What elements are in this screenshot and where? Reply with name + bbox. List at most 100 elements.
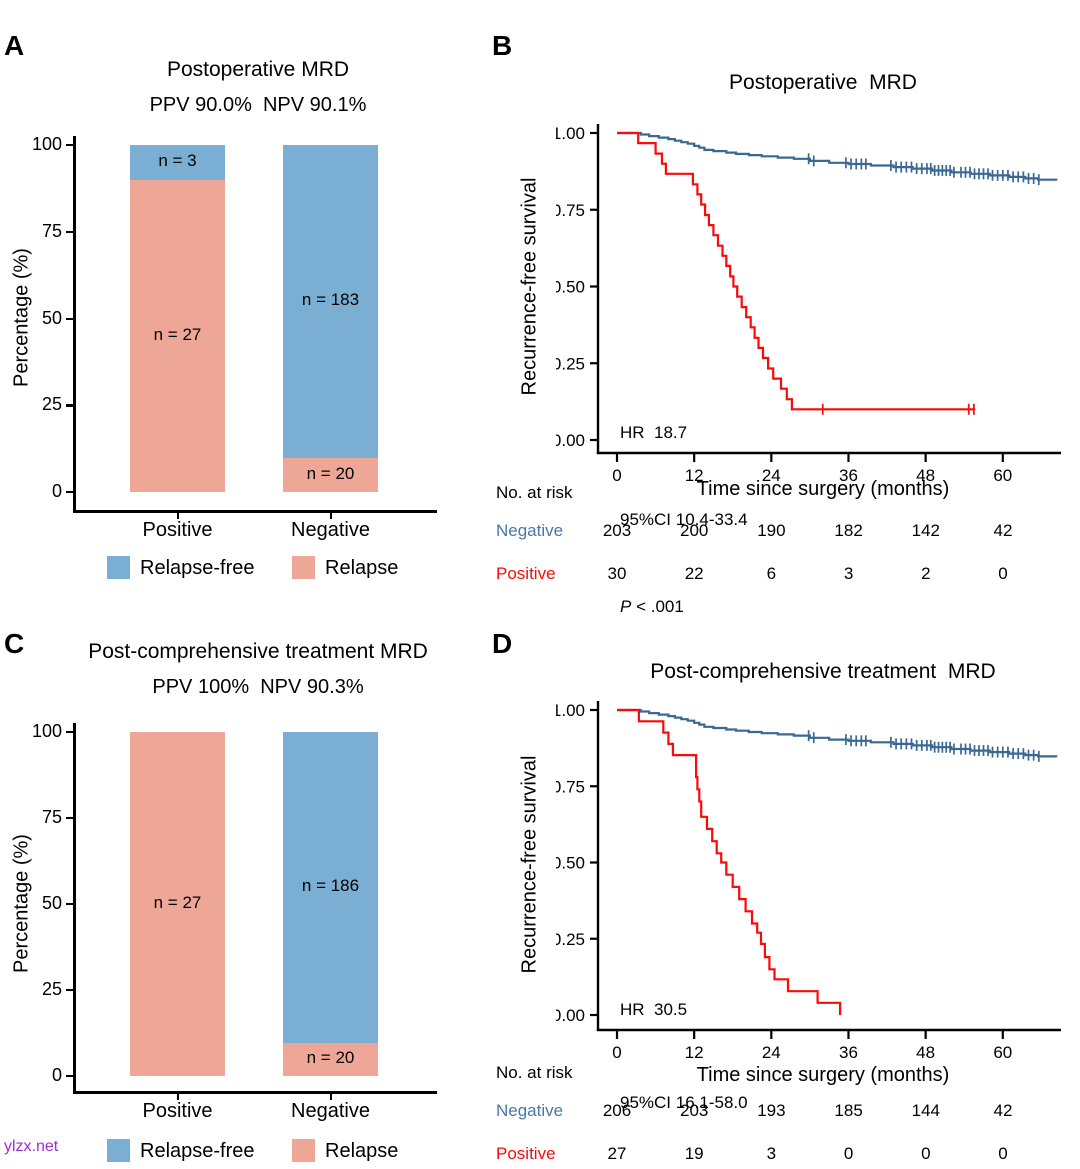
panel-a-y-axis-line	[73, 136, 76, 513]
panel-d-annotation: HR 30.5 95%CI 16.1-58.0 P < .001	[620, 932, 748, 1169]
panel-a-bar-negative-n-label-relapse: n = 20	[306, 463, 355, 483]
panel-d-risk-value-positive-t36: 0	[843, 1144, 854, 1163]
panel-d-x-tick-label-0: 0	[612, 1043, 621, 1062]
panel-a-y-tick-label-25: 25	[41, 394, 62, 415]
panel-d-ci-text: 95%CI 16.1-58.0	[620, 1093, 748, 1112]
panel-d-x-tick-label-48: 48	[916, 1043, 935, 1062]
panel-d-x-tick-label-36: 36	[839, 1043, 858, 1062]
panel-a-bar-positive-seg-relapse	[130, 179, 225, 492]
panel-b-risk-value-positive-t0: 30	[607, 564, 627, 583]
panel-a-y-tick-label-50: 50	[41, 307, 62, 328]
panel-c-legend-swatch-relapse-free	[107, 1139, 130, 1162]
panel-c-y-tick-mark-100	[66, 731, 74, 734]
panel-d-risk-row-label-negative: Negative	[496, 1101, 564, 1120]
panel-d-y-tick-label-0.50: 0.50	[556, 854, 585, 873]
panel-b-x-tick-label-48: 48	[916, 466, 935, 485]
panel-a-category-label-negative: Negative	[291, 519, 370, 541]
panel-c-bar-negative-seg-relapse-free	[283, 732, 378, 1043]
panel-c-category-label-negative: Negative	[291, 1100, 370, 1122]
panel-c-y-tick-label-75: 75	[41, 807, 62, 827]
panel-a-legend-swatch-relapse	[292, 556, 315, 579]
panel-d-risk-value-negative-t12: 203	[680, 1101, 709, 1120]
panel-d-risk-value-positive-t24: 3	[766, 1144, 777, 1163]
panel-c-y-tick-label-100: 100	[31, 721, 62, 741]
panel-a-x-tick-mark-negative	[329, 513, 332, 519]
panel-d-km-curve-negative	[617, 708, 1058, 758]
panel-a-legend-label-relapse-free: Relapse-free	[140, 557, 255, 579]
panel-a-x-tick-mark-positive	[176, 513, 179, 519]
panel-b-title: Postoperative MRD	[729, 71, 917, 94]
panel-b-risk-value-negative-t24: 190	[757, 521, 786, 540]
panel-letter-c: C	[4, 628, 25, 659]
panel-letter-d: D	[492, 628, 513, 659]
panel-b-hr-text: HR 18.7	[620, 423, 688, 442]
panel-b-p-symbol: P	[620, 597, 632, 616]
panel-a-bar-negative-seg-relapse	[283, 457, 378, 492]
panel-d-km-plot: 1.00 0.75 0.50 0.25 0.00 0 12 24 36 48 60	[552, 697, 1080, 1065]
panel-d-km-svg: 1.00 0.75 0.50 0.25 0.00 0 12 24 36 48 60	[552, 701, 1061, 1062]
panel-c-title: Post-comprehensive treatment MRD	[88, 640, 428, 663]
panel-b-risk-value-negative-t12: 200	[680, 521, 709, 540]
panel-d-risk-value-positive-t60: 0	[998, 1144, 1008, 1163]
panel-c-y-tick-label-0: 0	[51, 1065, 62, 1085]
panel-d-risk-value-negative-t36: 185	[834, 1101, 863, 1120]
panel-a-bar-negative-n-label-relapse-free: n = 183	[301, 290, 360, 310]
panel-d-y-tick-label-1.00: 1.00	[556, 701, 585, 720]
panel-b-km-svg: 1.00 0.75 0.50 0.25 0.00 0 12 24 36 48 60	[552, 124, 1061, 485]
panel-b-annotation: HR 18.7 95%CI 10.4-33.4 P < .001	[620, 360, 748, 679]
panel-a-y-tick-label-75: 75	[41, 220, 62, 241]
panel-a-y-tick-mark-75	[66, 230, 74, 234]
panel-b-y-tick-label-0.50: 0.50	[556, 278, 585, 297]
panel-b-x-tick-label-24: 24	[762, 466, 781, 485]
panel-b-risk-value-negative-t60: 42	[993, 521, 1013, 540]
panel-c-y-tick-mark-25	[66, 989, 74, 992]
panel-c-bar-negative-n-label-relapse-free: n = 186	[301, 876, 360, 896]
panel-b-risk-value-positive-t12: 22	[684, 564, 704, 583]
panel-d-x-tick-label-60: 60	[993, 1043, 1012, 1062]
panel-d-km-curve-positive	[617, 708, 842, 1015]
panel-b-x-tick-label-12: 12	[685, 466, 704, 485]
panel-d-xlabel: Time since surgery (months)	[696, 1064, 950, 1086]
panel-c-y-tick-mark-50	[66, 903, 74, 906]
panel-b-x-tick-label-36: 36	[839, 466, 858, 485]
panel-b-risk-value-positive-t60: 0	[998, 564, 1008, 583]
panel-c-y-axis-line	[73, 723, 76, 1094]
panel-b-km-curve-positive	[617, 131, 976, 411]
panel-d-title: Post-comprehensive treatment MRD	[650, 660, 996, 683]
panel-d-risk-value-negative-t24: 193	[757, 1101, 786, 1120]
panel-b-risk-value-positive-t36: 3	[843, 564, 854, 583]
panel-c-x-tick-mark-negative	[329, 1094, 332, 1100]
panel-d-risk-value-positive-t0: 27	[607, 1144, 627, 1163]
panel-a-legend-swatch-relapse-free	[107, 556, 130, 579]
panel-b-risk-value-positive-t24: 6	[766, 564, 777, 583]
panel-d-risk-value-positive-t12: 19	[684, 1144, 704, 1163]
panel-a-subtitle: PPV 90.0% NPV 90.1%	[149, 94, 367, 116]
panel-d-risk-value-negative-t60: 42	[993, 1101, 1013, 1120]
panel-b-risk-value-negative-t48: 142	[911, 521, 940, 540]
panel-c-legend-swatch-relapse	[292, 1139, 315, 1162]
panel-letter-a: A	[4, 30, 25, 61]
panel-a-y-tick-mark-100	[66, 144, 74, 147]
panel-d-risk-row-label-positive: Positive	[496, 1144, 556, 1163]
panel-b-risk-header: No. at risk	[496, 483, 573, 502]
panel-b-ci-text: 95%CI 10.4-33.4	[620, 510, 748, 529]
panel-c-y-tick-mark-75	[66, 817, 74, 820]
panel-d-y-tick-label-0.75: 0.75	[556, 777, 585, 796]
panel-a-y-tick-label-0: 0	[51, 481, 62, 501]
panel-a-x-axis-line	[73, 510, 437, 513]
panel-d-risk-header: No. at risk	[496, 1063, 573, 1082]
panel-a-y-tick-label-100: 100	[31, 134, 62, 154]
panel-a-y-tick-mark-50	[66, 317, 74, 320]
panel-a-y-tick-mark-25	[66, 404, 74, 407]
panel-b-x-tick-label-60: 60	[993, 466, 1012, 485]
panel-d-y-tick-label-0.25: 0.25	[556, 930, 585, 949]
panel-d-x-tick-label-24: 24	[762, 1043, 781, 1062]
panel-d-x-tick-label-12: 12	[685, 1043, 704, 1062]
panel-b-p-text: P < .001	[620, 592, 748, 621]
panel-a-legend-label-relapse: Relapse	[325, 557, 399, 579]
panel-b-y-tick-label-0.25: 0.25	[556, 354, 585, 373]
panel-b-risk-row-label-negative: Negative	[496, 521, 564, 540]
panel-b-risk-row-label-positive: Positive	[496, 564, 556, 583]
panel-c-category-label-positive: Positive	[142, 1100, 213, 1122]
panel-b-p-value: < .001	[631, 597, 684, 616]
